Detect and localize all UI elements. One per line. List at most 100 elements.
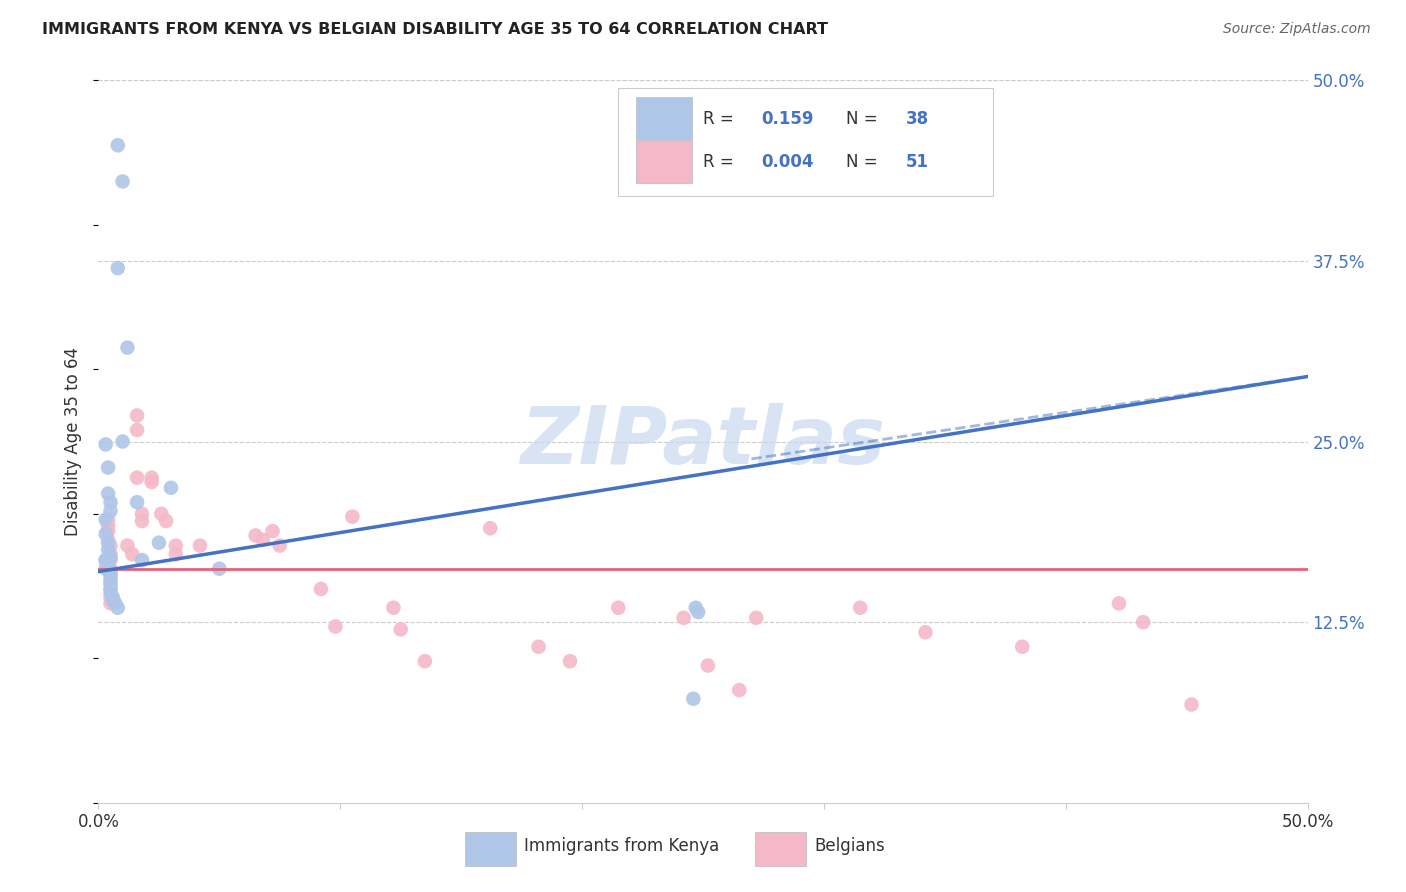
- Point: [100, 586, 122, 600]
- FancyBboxPatch shape: [637, 141, 692, 183]
- Point: [94, 553, 117, 567]
- Point: [148, 535, 170, 549]
- FancyBboxPatch shape: [465, 832, 516, 865]
- Point: [165, 547, 187, 561]
- Text: IMMIGRANTS FROM KENYA VS BELGIAN DISABILITY AGE 35 TO 64 CORRELATION CHART: IMMIGRANTS FROM KENYA VS BELGIAN DISABIL…: [42, 22, 828, 37]
- Point: [382, 600, 405, 615]
- Point: [100, 576, 122, 591]
- Point: [688, 605, 710, 619]
- Point: [479, 521, 502, 535]
- Point: [101, 593, 124, 607]
- Text: N =: N =: [845, 110, 883, 128]
- Text: Immigrants from Kenya: Immigrants from Kenya: [524, 838, 720, 855]
- Point: [127, 409, 149, 423]
- Point: [107, 261, 129, 276]
- Point: [117, 539, 139, 553]
- Y-axis label: Disability Age 35 to 64: Disability Age 35 to 64: [65, 347, 83, 536]
- Point: [342, 509, 364, 524]
- Point: [100, 591, 122, 605]
- Point: [97, 460, 120, 475]
- Point: [111, 434, 134, 449]
- Point: [100, 495, 122, 509]
- Point: [131, 514, 153, 528]
- Point: [100, 553, 122, 567]
- Point: [1132, 615, 1154, 630]
- Text: R =: R =: [703, 110, 740, 128]
- Point: [121, 547, 143, 561]
- Point: [100, 596, 122, 610]
- Text: Belgians: Belgians: [814, 838, 884, 855]
- Point: [100, 576, 122, 591]
- Point: [155, 514, 177, 528]
- Point: [97, 558, 120, 572]
- Point: [413, 654, 436, 668]
- Point: [97, 535, 120, 549]
- Point: [94, 512, 117, 526]
- Point: [97, 524, 120, 538]
- FancyBboxPatch shape: [637, 97, 692, 140]
- Point: [150, 507, 173, 521]
- Point: [97, 533, 120, 547]
- Text: 38: 38: [905, 110, 929, 128]
- Point: [100, 582, 122, 596]
- Point: [127, 495, 149, 509]
- Point: [914, 625, 936, 640]
- Text: 0.004: 0.004: [761, 153, 814, 171]
- Text: R =: R =: [703, 153, 740, 171]
- Point: [141, 470, 163, 484]
- Point: [107, 600, 129, 615]
- Point: [165, 539, 187, 553]
- Point: [849, 600, 872, 615]
- Point: [682, 691, 704, 706]
- Point: [97, 486, 120, 500]
- Point: [104, 596, 127, 610]
- Point: [745, 611, 768, 625]
- FancyBboxPatch shape: [619, 87, 993, 196]
- Point: [325, 619, 347, 633]
- Point: [141, 475, 163, 489]
- Point: [685, 600, 707, 615]
- Point: [100, 567, 122, 582]
- Point: [94, 437, 117, 451]
- FancyBboxPatch shape: [755, 832, 806, 865]
- Point: [94, 562, 117, 576]
- Point: [100, 567, 122, 582]
- Point: [527, 640, 550, 654]
- Point: [309, 582, 332, 596]
- Point: [245, 528, 267, 542]
- Point: [262, 524, 284, 538]
- Point: [160, 481, 183, 495]
- Text: Source: ZipAtlas.com: Source: ZipAtlas.com: [1223, 22, 1371, 37]
- Point: [696, 658, 718, 673]
- Point: [100, 582, 122, 596]
- Text: 0.159: 0.159: [761, 110, 814, 128]
- Point: [558, 654, 581, 668]
- Point: [252, 533, 274, 547]
- Point: [117, 341, 139, 355]
- Point: [127, 470, 149, 484]
- Point: [131, 507, 153, 521]
- Point: [97, 518, 120, 533]
- Point: [94, 527, 117, 541]
- Point: [131, 553, 153, 567]
- Point: [101, 591, 124, 605]
- Point: [97, 542, 120, 557]
- Point: [100, 572, 122, 586]
- Point: [97, 512, 120, 526]
- Point: [1011, 640, 1033, 654]
- Point: [728, 683, 751, 698]
- Point: [1180, 698, 1202, 712]
- Point: [208, 562, 231, 576]
- Point: [97, 562, 120, 576]
- Point: [100, 562, 122, 576]
- Point: [100, 504, 122, 518]
- Point: [100, 550, 122, 565]
- Point: [672, 611, 695, 625]
- Point: [94, 553, 117, 567]
- Point: [100, 539, 122, 553]
- Point: [607, 600, 630, 615]
- Point: [188, 539, 211, 553]
- Text: ZIPatlas: ZIPatlas: [520, 402, 886, 481]
- Point: [1108, 596, 1130, 610]
- Text: N =: N =: [845, 153, 883, 171]
